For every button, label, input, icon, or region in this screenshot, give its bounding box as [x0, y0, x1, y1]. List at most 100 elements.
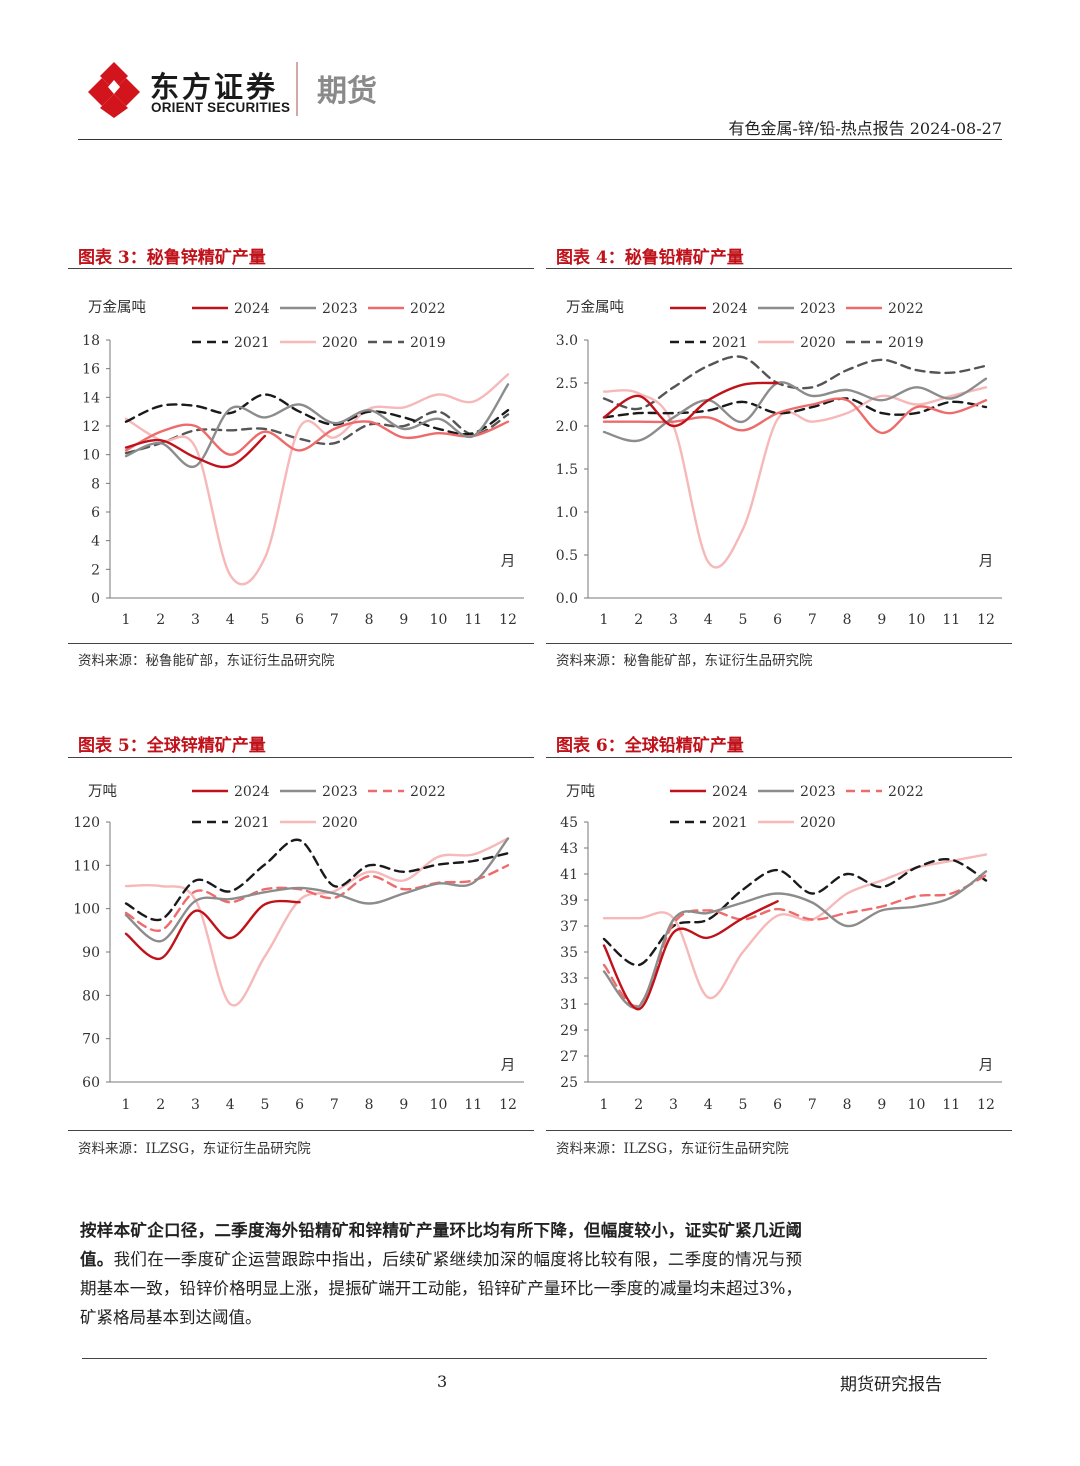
figure-5-source: 资料来源：ILZSG，东证衍生品研究院	[78, 1141, 311, 1157]
y-tick-label: 39	[560, 893, 578, 909]
x-tick-label: 5	[260, 1097, 269, 1113]
x-tick-label: 2	[634, 612, 643, 628]
figure-3-title: 图表 3：秘鲁锌精矿产量	[78, 248, 266, 268]
figure-3-bottom-rule	[68, 643, 534, 644]
legend-label-2023: 2023	[322, 301, 358, 317]
x-tick-label: 5	[738, 1097, 747, 1113]
y-tick-label: 60	[82, 1075, 100, 1091]
legend-label-2023: 2023	[800, 301, 836, 317]
legend-label-2022: 2022	[888, 301, 924, 317]
legend-label-2024: 2024	[712, 301, 748, 317]
legend-label-2022: 2022	[410, 301, 446, 317]
x-tick-label: 2	[634, 1097, 643, 1113]
x-tick-label: 11	[464, 612, 482, 628]
x-tick-label: 7	[330, 612, 339, 628]
figure-4-bottom-rule	[546, 643, 1012, 644]
x-tick-label: 3	[669, 612, 678, 628]
y-tick-label: 1.5	[556, 462, 578, 478]
y-tick-label: 43	[560, 841, 578, 857]
legend-label-2022: 2022	[410, 784, 446, 800]
x-tick-label: 2	[156, 1097, 165, 1113]
figure-5-title: 图表 5：全球锌精矿产量	[78, 736, 266, 756]
y-tick-label: 70	[82, 1032, 100, 1048]
x-tick-label: 4	[704, 612, 713, 628]
y-tick-label: 41	[560, 867, 578, 883]
figure-3-source: 资料来源：秘鲁能矿部，东证衍生品研究院	[78, 653, 335, 669]
x-axis-label: 月	[979, 554, 994, 570]
y-tick-label: 31	[560, 997, 578, 1013]
figure-4-title-rule	[546, 268, 1012, 269]
y-tick-label: 3.0	[556, 333, 578, 349]
y-tick-label: 0	[91, 591, 100, 607]
y-tick-label: 120	[73, 815, 100, 831]
series-line-2022	[124, 864, 510, 932]
y-tick-label: 37	[560, 919, 578, 935]
x-tick-label: 10	[908, 1097, 926, 1113]
series-line-2023	[602, 377, 988, 443]
x-tick-label: 12	[499, 612, 517, 628]
series-line-2020	[602, 853, 988, 1000]
x-tick-label: 12	[977, 1097, 995, 1113]
x-tick-label: 4	[226, 612, 235, 628]
legend-label-2019: 2019	[410, 335, 446, 351]
series-line-2021	[602, 397, 988, 419]
y-axis-label: 万金属吨	[88, 299, 146, 316]
y-tick-label: 4	[91, 534, 100, 550]
series-line-2020	[602, 386, 988, 569]
figure-6-bottom-rule	[546, 1130, 1012, 1131]
series-line-2024	[602, 900, 779, 1011]
figure-3-title-rule	[68, 268, 534, 269]
x-tick-label: 11	[464, 1097, 482, 1113]
brand-divider	[296, 62, 298, 116]
legend-label-2021: 2021	[234, 815, 270, 831]
footer-divider	[82, 1358, 987, 1359]
x-tick-label: 6	[773, 612, 782, 628]
series-line-2023	[124, 837, 510, 943]
x-tick-label: 3	[669, 1097, 678, 1113]
y-tick-label: 90	[82, 945, 100, 961]
x-tick-label: 6	[295, 612, 304, 628]
x-tick-label: 9	[399, 612, 408, 628]
figure-6-title-rule	[546, 757, 1012, 758]
y-tick-label: 0.5	[556, 548, 578, 564]
legend-label-2021: 2021	[712, 335, 748, 351]
x-tick-label: 10	[430, 612, 448, 628]
y-axis-label: 万吨	[88, 783, 117, 800]
series-line-2022	[124, 420, 510, 456]
x-tick-label: 1	[600, 612, 609, 628]
legend-label-2021: 2021	[712, 815, 748, 831]
x-tick-label: 5	[260, 612, 269, 628]
legend-label-2020: 2020	[800, 815, 836, 831]
x-axis-label: 月	[979, 1058, 994, 1074]
y-tick-label: 27	[560, 1049, 578, 1065]
x-tick-label: 6	[295, 1097, 304, 1113]
brand-name-cn: 东方证券	[150, 70, 279, 104]
legend-label-2020: 2020	[322, 815, 358, 831]
body-paragraph: 按样本矿企口径，二季度海外铅精矿和锌精矿产量环比均有所下降，但幅度较小，证实矿紧…	[80, 1216, 802, 1332]
y-tick-label: 16	[82, 362, 100, 378]
legend-label-2020: 2020	[800, 335, 836, 351]
legend-label-2023: 2023	[800, 784, 836, 800]
y-tick-label: 80	[82, 988, 100, 1004]
y-tick-label: 29	[560, 1023, 578, 1039]
x-tick-label: 11	[942, 612, 960, 628]
y-tick-label: 25	[560, 1075, 578, 1091]
legend-label-2024: 2024	[234, 784, 270, 800]
page-number: 3	[437, 1372, 448, 1391]
figure-5-title-rule	[68, 757, 534, 758]
x-tick-label: 7	[808, 612, 817, 628]
y-tick-label: 110	[73, 858, 100, 874]
y-tick-label: 33	[560, 971, 578, 987]
x-tick-label: 3	[191, 1097, 200, 1113]
series-line-2024	[124, 434, 267, 469]
y-tick-label: 10	[82, 448, 100, 464]
x-tick-label: 3	[191, 612, 200, 628]
figure-6-title: 图表 6：全球铅精矿产量	[556, 736, 744, 756]
series-line-2021	[124, 393, 510, 436]
figure-5-bottom-rule	[68, 1130, 534, 1131]
y-tick-label: 2.0	[556, 419, 578, 435]
x-tick-label: 1	[600, 1097, 609, 1113]
x-tick-label: 7	[330, 1097, 339, 1113]
x-tick-label: 8	[365, 612, 374, 628]
figure-4-title: 图表 4：秘鲁铅精矿产量	[556, 248, 744, 268]
